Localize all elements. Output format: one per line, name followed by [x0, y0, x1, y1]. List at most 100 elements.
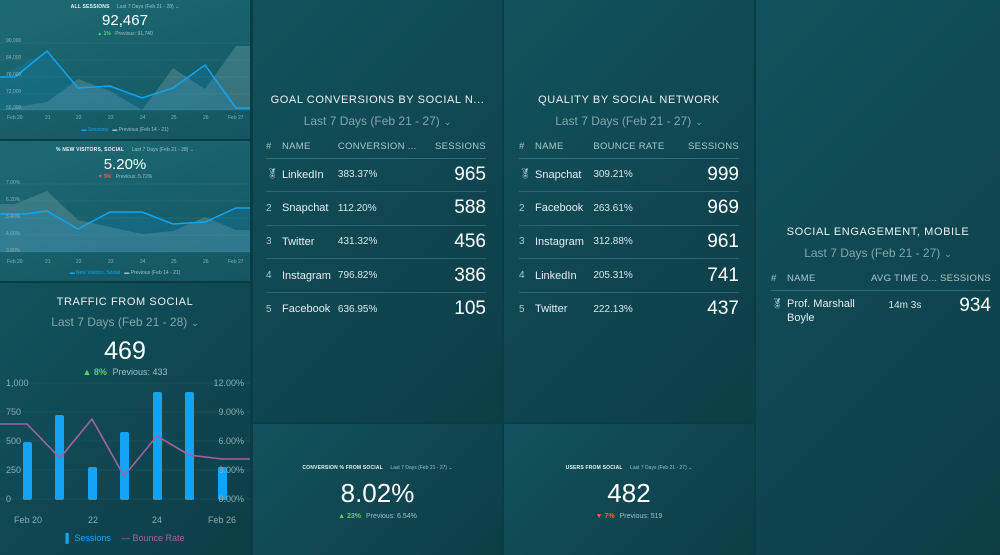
table-row: 🏅︎ LinkedIn 383.37% 965: [266, 158, 486, 193]
y-tick: 72,000: [6, 89, 22, 95]
y-tick: 6.20%: [6, 197, 21, 203]
conversion-pct-delta: ▲ 23% Previous: 6.54%: [338, 513, 417, 520]
goal-conversions-title: GOAL CONVERSIONS BY SOCIAL N...: [270, 94, 485, 106]
x-tick: Feb 26: [208, 515, 237, 525]
users-from-social-range[interactable]: Last 7 Days (Feb 21 - 27) ⌄: [630, 465, 693, 471]
legend-item-new-visitors[interactable]: ▬ New Visitors, Social: [69, 270, 121, 276]
y-tick: 3.80%: [6, 248, 21, 254]
triangle-down-icon: ▼: [97, 174, 103, 180]
traffic-chart: [0, 382, 250, 500]
col-name: NAME: [535, 136, 594, 159]
conversion-pct-panel: CONVERSION % FROM SOCIAL Last 7 Days (Fe…: [253, 424, 502, 555]
quality-title: QUALITY BY SOCIAL NETWORK: [538, 94, 720, 106]
triangle-up-icon: ▲: [82, 367, 92, 377]
social-engagement-title: SOCIAL ENGAGEMENT, MOBILE: [786, 226, 970, 238]
col-name: NAME: [282, 136, 338, 159]
y-tick: 90,000: [6, 38, 22, 44]
goal-conversions-table: # NAME CONVERSION ... SESSIONS 🏅︎ LinkedI…: [266, 136, 486, 326]
legend-item-previous[interactable]: ▬ Previous (Feb 14 - 21): [112, 127, 169, 133]
all-sessions-delta: ▲ 1% Previous: 91,740: [97, 31, 153, 37]
quality-table: # NAME BOUNCE RATE SESSIONS 🏅︎ Snapchat 30…: [519, 136, 739, 326]
x-tick: Feb 27: [228, 115, 244, 121]
all-sessions-header: ALL SESSIONS Last 7 Days (Feb 21 - 28) ⌄: [0, 4, 250, 10]
traffic-legend: ▌ Sessions — Bounce Rate: [0, 533, 250, 543]
triangle-up-icon: ▲: [97, 31, 103, 37]
new-visitors-value: 5.20%: [103, 156, 147, 173]
all-sessions-legend: ▬ Sessions ▬ Previous (Feb 14 - 21): [0, 127, 250, 133]
new-visitors-range[interactable]: Last 7 Days (Feb 21 - 28) ⌄: [131, 147, 194, 153]
chevron-down-icon: ⌄: [191, 318, 199, 328]
x-tick: 26: [203, 259, 209, 265]
x-tick: Feb 20: [7, 259, 23, 265]
new-visitors-title: % NEW VISITORS, SOCIAL: [56, 147, 125, 153]
quality-range[interactable]: Last 7 Days (Feb 21 - 27) ⌄: [555, 114, 703, 128]
x-tick: 22: [76, 259, 82, 265]
chevron-down-icon: ⌄: [443, 117, 452, 127]
y-tick: 7.00%: [6, 180, 21, 186]
table-row: 2 Facebook 263.61% 969: [519, 191, 739, 226]
y-tick: 66,000: [6, 105, 22, 111]
table-row: 🏅︎ Snapchat 309.21% 999: [519, 158, 739, 193]
chevron-down-icon: ⌄: [688, 465, 693, 471]
quality-by-network-panel: QUALITY BY SOCIAL NETWORK Last 7 Days (F…: [504, 0, 754, 422]
conversion-pct-header: CONVERSION % FROM SOCIAL Last 7 Days (Fe…: [253, 465, 502, 471]
col-rank: #: [771, 268, 787, 291]
users-from-social-panel: USERS FROM SOCIAL Last 7 Days (Feb 21 - …: [504, 424, 754, 555]
legend-item-bounce-rate[interactable]: — Bounce Rate: [120, 533, 185, 543]
legend-item-sessions[interactable]: ▌ Sessions: [65, 533, 111, 543]
social-engagement-range[interactable]: Last 7 Days (Feb 21 - 27) ⌄: [804, 246, 952, 260]
conversion-pct-value: 8.02%: [340, 478, 415, 508]
y-left-tick: 500: [6, 436, 22, 446]
goal-conversions-range[interactable]: Last 7 Days (Feb 21 - 27) ⌄: [303, 114, 452, 128]
new-visitors-delta: ▼ 9% Previous: 5.72%: [97, 174, 153, 180]
chevron-down-icon: ⌄: [448, 465, 453, 471]
users-from-social-header: USERS FROM SOCIAL Last 7 Days (Feb 21 - …: [504, 465, 754, 471]
conversion-pct-title: CONVERSION % FROM SOCIAL: [302, 465, 383, 471]
y-right-tick: 12.00%: [213, 378, 244, 388]
y-right-tick: 6.00%: [218, 436, 244, 446]
col-avg-time: AVG TIME O...: [871, 268, 939, 291]
table-row: 5 Twitter 222.13% 437: [519, 298, 739, 320]
triangle-up-icon: ▲: [338, 513, 346, 520]
table-row: 4 LinkedIn 205.31% 741: [519, 258, 739, 293]
triangle-down-icon: ▼: [595, 513, 603, 520]
traffic-title: TRAFFIC FROM SOCIAL: [56, 296, 194, 308]
traffic-range[interactable]: Last 7 Days (Feb 21 - 28) ⌄: [51, 315, 199, 329]
all-sessions-panel: ALL SESSIONS Last 7 Days (Feb 21 - 28) ⌄…: [0, 0, 250, 139]
y-tick: 5.40%: [6, 214, 21, 220]
col-rank: #: [519, 136, 535, 159]
x-tick: 24: [140, 115, 146, 121]
chevron-down-icon: ⌄: [695, 117, 703, 127]
col-sessions: SESSIONS: [938, 268, 991, 291]
col-sessions: SESSIONS: [427, 136, 486, 159]
x-tick: 21: [45, 259, 51, 265]
traffic-value: 469: [104, 337, 146, 365]
new-visitors-header: % NEW VISITORS, SOCIAL Last 7 Days (Feb …: [0, 147, 250, 153]
legend-item-sessions[interactable]: ▬ Sessions: [81, 127, 109, 133]
new-visitors-panel: % NEW VISITORS, SOCIAL Last 7 Days (Feb …: [0, 141, 250, 281]
col-name: NAME: [787, 268, 871, 291]
medal-icon: 🏅︎: [771, 298, 784, 310]
x-tick: 23: [108, 259, 114, 265]
y-left-tick: 750: [6, 407, 22, 417]
table-row: 3 Instagram 312.88% 961: [519, 225, 739, 260]
medal-icon: 🏅︎: [519, 169, 532, 181]
table-row: 🏅︎ Prof. Marshall Boyle 14m 3s 934: [771, 294, 991, 324]
all-sessions-title: ALL SESSIONS: [70, 4, 110, 10]
traffic-delta: ▲ 8% Previous: 433: [82, 367, 168, 377]
x-tick: Feb 20: [14, 515, 43, 525]
social-engagement-panel: SOCIAL ENGAGEMENT, MOBILE Last 7 Days (F…: [756, 0, 1000, 555]
x-tick: 24: [152, 515, 163, 525]
legend-item-previous[interactable]: ▬ Previous (Feb 14 - 21): [124, 270, 181, 276]
y-right-tick: 9.00%: [218, 407, 244, 417]
social-engagement-table: # NAME AVG TIME O... SESSIONS 🏅︎ Prof. M…: [771, 268, 991, 331]
y-tick: 78,000: [6, 72, 22, 78]
y-right-tick: 0.00%: [218, 494, 244, 504]
col-rank: #: [266, 136, 282, 159]
medal-icon: 🏅︎: [266, 169, 279, 181]
users-from-social-title: USERS FROM SOCIAL: [565, 465, 623, 471]
col-sessions: SESSIONS: [678, 136, 739, 159]
all-sessions-range[interactable]: Last 7 Days (Feb 21 - 28) ⌄: [117, 4, 180, 10]
conversion-pct-range[interactable]: Last 7 Days (Feb 21 - 27) ⌄: [390, 465, 453, 471]
all-sessions-chart: [0, 42, 250, 111]
